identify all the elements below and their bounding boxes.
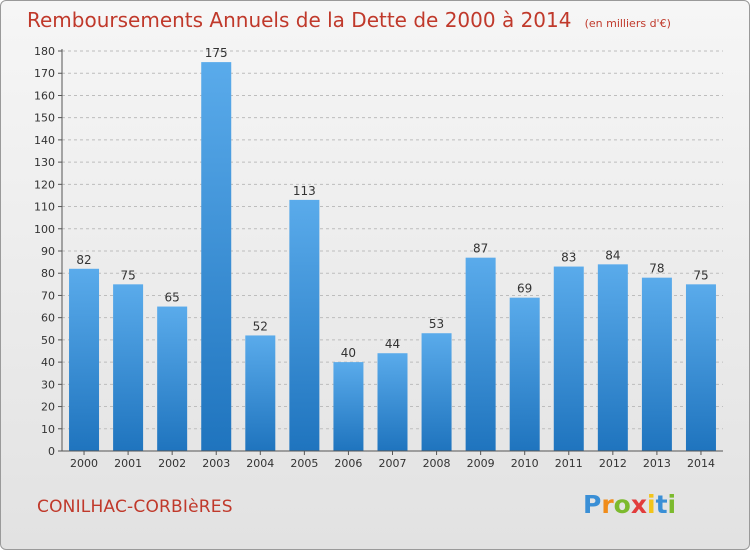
y-tick-label: 130: [34, 156, 55, 169]
logo-letter: P: [583, 490, 602, 519]
proxiti-logo: Proxiti: [583, 490, 676, 519]
bar-2007: [377, 353, 408, 451]
data-label: 84: [605, 248, 620, 262]
x-tick-label: 2003: [202, 457, 230, 470]
bar-2001: [113, 284, 144, 451]
y-tick-label: 70: [41, 289, 55, 302]
chart-title: Remboursements Annuels de la Dette de 20…: [27, 8, 572, 32]
x-tick-label: 2011: [555, 457, 583, 470]
y-tick-label: 90: [41, 245, 55, 258]
x-tick-label: 2010: [511, 457, 539, 470]
data-label: 52: [253, 319, 268, 333]
y-tick-label: 110: [34, 201, 55, 214]
bar-layer: [69, 62, 716, 451]
y-tick-label: 160: [34, 89, 55, 102]
data-label: 87: [473, 242, 488, 256]
data-label: 65: [165, 291, 180, 305]
logo-letter: o: [613, 490, 631, 519]
y-tick-label: 100: [34, 223, 55, 236]
y-tick-label: 180: [34, 45, 55, 58]
chart-subtitle: (en milliers d'€): [584, 17, 671, 30]
bar-2014: [685, 284, 716, 451]
y-tick-label: 80: [41, 267, 55, 280]
bar-2011: [553, 266, 584, 451]
axis-layer: 0 10 20 30 40 50 60 70 80 90 100 110 120 130 140 150 160…: [34, 45, 723, 470]
y-tick-label: 20: [41, 401, 55, 414]
y-tick-label: 150: [34, 112, 55, 125]
logo-letter: r: [601, 490, 614, 519]
bar-2004: [245, 335, 276, 451]
bar-2000: [69, 268, 100, 451]
y-tick-label: 50: [41, 334, 55, 347]
x-tick-label: 2012: [599, 457, 627, 470]
logo-letter: i: [647, 490, 656, 519]
logo-letter: x: [630, 490, 647, 519]
x-tick-label: 2007: [379, 457, 407, 470]
bar-2012: [597, 264, 628, 451]
data-label: 75: [693, 268, 708, 282]
y-tick-label: 170: [34, 67, 55, 80]
x-tick-label: 2014: [687, 457, 715, 470]
x-tick-label: 2005: [290, 457, 318, 470]
data-label: 53: [429, 317, 444, 331]
data-label: 113: [293, 184, 316, 198]
bar-2003: [201, 62, 232, 451]
y-tick-label: 0: [48, 445, 55, 458]
x-tick-label: 2002: [158, 457, 186, 470]
bar-2002: [157, 306, 188, 451]
title-row: Remboursements Annuels de la Dette de 20…: [27, 8, 671, 32]
x-tick-label: 2008: [423, 457, 451, 470]
data-label: 40: [341, 346, 356, 360]
data-label: 83: [561, 251, 576, 265]
data-label: 78: [649, 262, 664, 276]
data-label: 82: [76, 253, 91, 267]
x-tick-label: 2001: [114, 457, 142, 470]
x-tick-label: 2009: [467, 457, 495, 470]
data-label: 69: [517, 282, 532, 296]
y-tick-label: 120: [34, 178, 55, 191]
y-tick-label: 30: [41, 378, 55, 391]
logo-letter: i: [667, 490, 677, 519]
bar-2005: [289, 199, 320, 451]
bar-2009: [465, 257, 496, 451]
logo-letter: t: [655, 490, 668, 519]
x-tick-label: 2004: [246, 457, 274, 470]
label-layer: 82 75 65 175 52 113 40 44 53 87 69 83 84 78 75: [76, 46, 708, 360]
y-tick-label: 140: [34, 134, 55, 147]
bar-2006: [333, 362, 364, 451]
x-tick-label: 2006: [334, 457, 362, 470]
x-tick-label: 2000: [70, 457, 98, 470]
bar-2013: [641, 277, 672, 451]
x-tick-label: 2013: [643, 457, 671, 470]
y-tick-label: 60: [41, 312, 55, 325]
data-label: 175: [205, 46, 228, 60]
data-label: 75: [120, 268, 135, 282]
bar-2008: [421, 333, 452, 451]
y-tick-label: 40: [41, 356, 55, 369]
data-label: 44: [385, 337, 400, 351]
bar-2010: [509, 297, 540, 451]
y-tick-label: 10: [41, 423, 55, 436]
commune-name: CONILHAC-CORBIèRES: [37, 497, 233, 517]
